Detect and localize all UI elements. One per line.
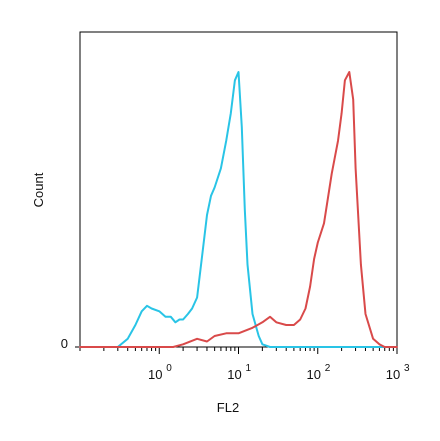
y-tick-label: 0 [61,336,68,351]
x-tick-label: 10 [148,367,162,382]
series-layer [79,71,398,348]
series-line-1 [79,71,398,348]
x-tick-label: 10 [227,367,241,382]
x-tick-label: 10 [386,367,400,382]
x-axis-label: FL2 [217,400,239,415]
x-tick-exponent: 3 [404,363,410,374]
x-axis-ticks: 10 0 10 1 10 2 10 3 [79,347,410,382]
y-axis-label: Count [31,172,46,207]
x-tick-exponent: 2 [325,363,331,374]
x-tick-exponent: 0 [166,363,172,374]
y-axis-ticks: 0 [61,336,80,351]
x-tick-exponent: 1 [246,363,252,374]
x-tick-label: 10 [307,367,321,382]
series-line-2 [79,71,398,348]
